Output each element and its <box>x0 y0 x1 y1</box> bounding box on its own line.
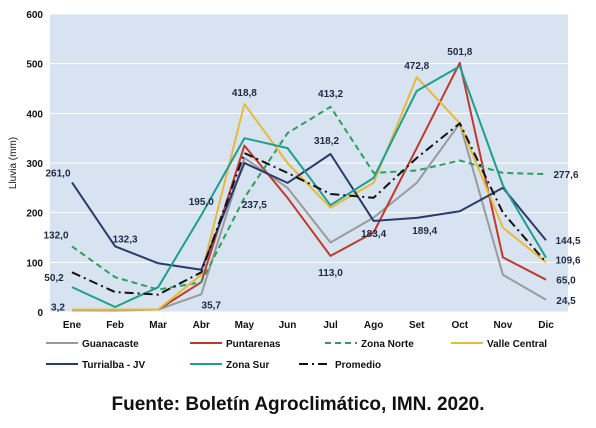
series-line-valle-central <box>72 76 547 311</box>
y-tick-label: 200 <box>26 209 43 220</box>
legend-label: Promedio <box>335 360 381 371</box>
x-tick-label: Jun <box>279 320 297 331</box>
data-label: 109,6 <box>555 256 580 267</box>
data-label: 132,0 <box>43 230 68 241</box>
data-label: 501,8 <box>447 47 472 58</box>
data-label: 132,3 <box>113 234 138 245</box>
series-line-turrialba-jv <box>71 153 547 271</box>
data-label: 318,2 <box>314 136 339 147</box>
legend-item: Guanacaste <box>46 339 139 350</box>
data-label: 413,2 <box>318 89 343 100</box>
legend-item: Puntarenas <box>190 339 281 350</box>
data-label: 113,0 <box>318 268 343 279</box>
y-tick-label: 400 <box>26 109 43 120</box>
data-label: 183,4 <box>361 229 386 240</box>
data-label: 277,6 <box>553 170 578 181</box>
x-tick-label: Abr <box>193 320 210 331</box>
x-tick-label: Dic <box>538 320 554 331</box>
x-tick-label: Oct <box>451 320 468 331</box>
series-line-zona-norte <box>71 105 547 291</box>
x-tick-label: Jul <box>323 320 338 331</box>
data-label: 24,5 <box>556 296 576 307</box>
legend-label: Valle Central <box>487 339 547 350</box>
y-tick-label: 300 <box>26 159 43 170</box>
data-label: 35,7 <box>202 300 222 311</box>
legend-item: Promedio <box>299 360 381 371</box>
source-caption: Fuente: Boletín Agroclimático, IMN. 2020… <box>111 394 485 415</box>
x-tick-label: Ene <box>63 320 82 331</box>
data-label: 418,8 <box>232 88 257 99</box>
legend-item: Valle Central <box>451 339 547 350</box>
data-label: 195,0 <box>189 197 214 208</box>
legend-label: Zona Norte <box>361 339 414 350</box>
x-tick-label: Mar <box>149 320 167 331</box>
x-tick-label: Ago <box>364 320 383 331</box>
legend-label: Guanacaste <box>82 339 139 350</box>
legend-item: Turrialba - JV <box>46 360 145 371</box>
legend-item: Zona Sur <box>190 360 269 371</box>
data-label: 261,0 <box>45 168 70 179</box>
data-label: 144,5 <box>555 236 580 247</box>
x-tick-label: Set <box>409 320 425 331</box>
data-label: 237,5 <box>242 200 267 211</box>
y-tick-label: 500 <box>26 60 43 71</box>
rainfall-line-chart: 0 100 200 300 400 500 600 Lluvia (mm) Ene Feb Mar A… <box>8 10 581 371</box>
legend-item: Zona Norte <box>325 339 414 350</box>
series-line-zona-sur <box>71 65 547 308</box>
series-line-promedio <box>71 122 547 296</box>
legend-label: Zona Sur <box>226 360 269 371</box>
legend-label: Puntarenas <box>226 339 281 350</box>
x-tick-label: May <box>235 320 255 331</box>
data-label: 50,2 <box>44 273 64 284</box>
y-tick-label: 600 <box>26 10 43 21</box>
legend-label: Turrialba - JV <box>82 360 145 371</box>
data-label: 65,0 <box>556 276 576 287</box>
data-label: 472,8 <box>404 61 429 72</box>
y-tick-label: 100 <box>26 258 43 269</box>
y-axis-title: Lluvia (mm) <box>8 137 19 189</box>
chart-container: 0 100 200 300 400 500 600 Lluvia (mm) Ene Feb Mar A… <box>8 10 581 371</box>
x-tick-label: Nov <box>493 320 512 331</box>
data-label: 3,2 <box>51 302 65 313</box>
x-tick-label: Feb <box>106 320 124 331</box>
data-label: 189,4 <box>412 226 437 237</box>
y-tick-label: 0 <box>37 308 43 319</box>
